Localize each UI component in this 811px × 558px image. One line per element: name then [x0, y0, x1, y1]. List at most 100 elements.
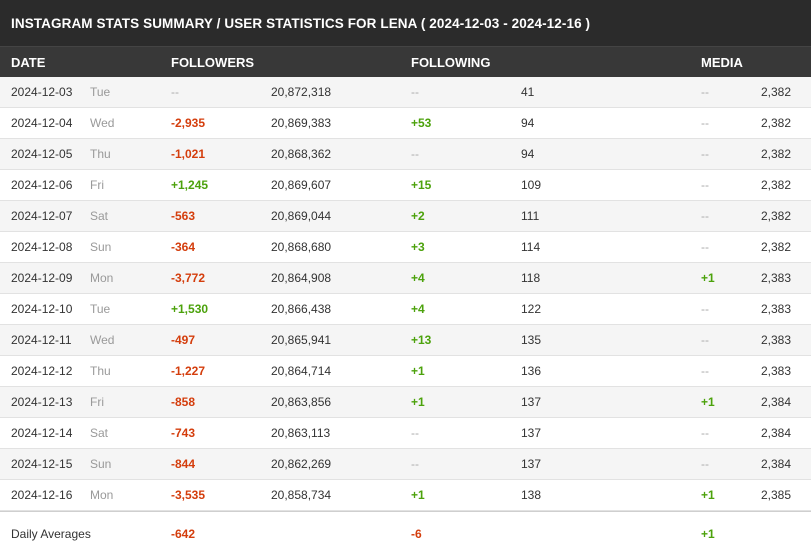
row-media-change: --: [701, 426, 709, 440]
row-date: 2024-12-16: [11, 488, 73, 502]
table-row: 2024-12-07 Sat -563 20,869,044 +2 111 -- 2,382: [0, 201, 811, 232]
table-row: 2024-12-12 Thu -1,227 20,864,714 +1 136 -- 2,38…: [0, 356, 811, 387]
row-date: 2024-12-04: [11, 116, 73, 130]
table-row: 2024-12-14 Sat -743 20,863,113 -- 137 -- 2,384: [0, 418, 811, 449]
row-media-total: 2,382: [761, 178, 792, 192]
table-row: 2024-12-09 Mon -3,772 20,864,908 +4 118 +1 2,38…: [0, 263, 811, 294]
row-followers-change: -858: [171, 395, 196, 409]
row-following-total: 137: [521, 457, 542, 471]
row-followers-total: 20,868,680: [271, 240, 332, 254]
row-media-change: --: [701, 178, 709, 192]
col-header-followers[interactable]: FOLLOWERS: [171, 55, 255, 70]
row-day-of-week: Thu: [90, 147, 111, 161]
row-media-total: 2,384: [761, 395, 792, 409]
table-row: 2024-12-10 Tue +1,530 20,866,438 +4 122 -- 2,38…: [0, 294, 811, 325]
row-following-total: 137: [521, 395, 542, 409]
row-media-change: --: [701, 333, 709, 347]
row-media-total: 2,382: [761, 209, 792, 223]
table-row: 2024-12-15 Sun -844 20,862,269 -- 137 -- 2,384: [0, 449, 811, 480]
row-media-total: 2,382: [761, 85, 792, 99]
row-following-total: 118: [521, 271, 541, 285]
daily-averages-row: Daily Averages -642 -6 +1: [0, 511, 811, 556]
table-row: 2024-12-11 Wed -497 20,865,941 +13 135 -- 2,383: [0, 325, 811, 356]
row-media-total: 2,383: [761, 302, 792, 316]
row-media-change: +1: [701, 395, 715, 409]
row-following-change: --: [411, 85, 419, 99]
row-followers-total: 20,864,908: [271, 271, 332, 285]
row-following-total: 111: [521, 209, 540, 223]
row-followers-change: -1,227: [171, 364, 206, 378]
row-media-change: --: [701, 147, 709, 161]
table-row: 2024-12-04 Wed -2,935 20,869,383 +53 94 -- 2,38…: [0, 108, 811, 139]
row-following-change: +13: [411, 333, 432, 347]
row-followers-change: -3,535: [171, 488, 206, 502]
row-day-of-week: Tue: [90, 85, 111, 99]
row-followers-change: +1,530: [171, 302, 209, 316]
row-media-change: --: [701, 302, 709, 316]
row-followers-total: 20,858,734: [271, 488, 332, 502]
row-media-total: 2,383: [761, 271, 792, 285]
table-row: 2024-12-05 Thu -1,021 20,868,362 -- 94 -- 2,382: [0, 139, 811, 170]
row-day-of-week: Mon: [90, 271, 114, 285]
row-media-total: 2,383: [761, 333, 792, 347]
row-day-of-week: Mon: [90, 488, 114, 502]
row-following-total: 114: [521, 240, 541, 254]
row-followers-total: 20,869,607: [271, 178, 332, 192]
row-media-total: 2,382: [761, 240, 792, 254]
table-row: 2024-12-13 Fri -858 20,863,856 +1 137 +1 2,384: [0, 387, 811, 418]
row-following-change: +53: [411, 116, 432, 130]
row-followers-change: --: [171, 85, 179, 99]
avg-media: +1: [701, 527, 715, 541]
page-title-text: INSTAGRAM STATS SUMMARY / USER STATISTIC…: [11, 15, 591, 31]
row-following-total: 137: [521, 426, 542, 440]
row-day-of-week: Fri: [90, 178, 104, 192]
row-followers-change: -743: [171, 426, 196, 440]
row-following-total: 122: [521, 302, 542, 316]
table-row: 2024-12-03 Tue -- 20,872,318 -- 41 -- 2,382: [0, 77, 811, 108]
row-followers-change: -3,772: [171, 271, 206, 285]
row-followers-change: -497: [171, 333, 196, 347]
row-date: 2024-12-11: [11, 333, 72, 347]
row-following-total: 94: [521, 116, 535, 130]
row-followers-change: -844: [171, 457, 196, 471]
row-day-of-week: Sat: [90, 426, 109, 440]
row-following-change: +4: [411, 302, 425, 316]
row-date: 2024-12-06: [11, 178, 73, 192]
row-media-change: --: [701, 364, 709, 378]
row-day-of-week: Wed: [90, 116, 115, 130]
row-following-change: --: [411, 147, 419, 161]
row-followers-total: 20,862,269: [271, 457, 332, 471]
row-media-total: 2,382: [761, 116, 792, 130]
row-following-change: +1: [411, 364, 425, 378]
row-followers-change: -563: [171, 209, 196, 223]
row-followers-change: -364: [171, 240, 196, 254]
row-media-change: --: [701, 457, 709, 471]
col-header-date[interactable]: DATE: [11, 55, 46, 70]
row-date: 2024-12-09: [11, 271, 73, 285]
avg-followers: -642: [171, 527, 196, 541]
row-day-of-week: Fri: [90, 395, 104, 409]
row-day-of-week: Sun: [90, 240, 112, 254]
row-date: 2024-12-08: [11, 240, 73, 254]
row-followers-total: 20,864,714: [271, 364, 332, 378]
row-media-change: --: [701, 116, 709, 130]
row-date: 2024-12-14: [11, 426, 73, 440]
avg-following: -6: [411, 527, 422, 541]
table-row: 2024-12-08 Sun -364 20,868,680 +3 114 -- 2,382: [0, 232, 811, 263]
row-following-change: --: [411, 426, 419, 440]
row-following-change: +4: [411, 271, 425, 285]
row-day-of-week: Wed: [90, 333, 115, 347]
col-header-media[interactable]: MEDIA: [701, 55, 743, 70]
row-date: 2024-12-03: [11, 85, 73, 99]
row-following-total: 94: [521, 147, 535, 161]
row-media-total: 2,385: [761, 488, 792, 502]
row-following-total: 136: [521, 364, 542, 378]
row-following-total: 41: [521, 85, 535, 99]
row-following-total: 138: [521, 488, 542, 502]
row-day-of-week: Sat: [90, 209, 109, 223]
row-date: 2024-12-15: [11, 457, 73, 471]
col-header-following[interactable]: FOLLOWING: [411, 55, 491, 70]
row-media-total: 2,383: [761, 364, 792, 378]
row-media-change: --: [701, 85, 709, 99]
row-followers-total: 20,863,113: [271, 426, 331, 440]
